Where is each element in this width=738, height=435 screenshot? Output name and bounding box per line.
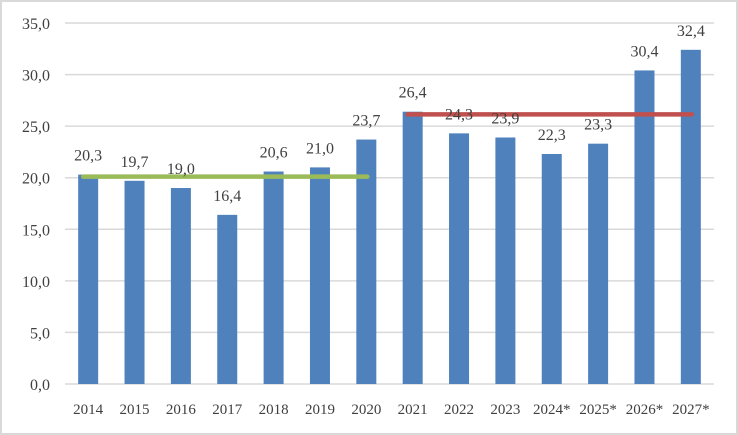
- x-tick-label: 2017: [212, 402, 243, 418]
- data-label: 19,7: [121, 154, 149, 171]
- bar-2024*: [541, 153, 562, 384]
- y-tick-label: 20,0: [22, 171, 50, 188]
- bar-2020: [356, 139, 377, 384]
- y-tick-label: 0,0: [30, 377, 50, 394]
- bar-2016: [170, 188, 191, 384]
- y-tick-label: 5,0: [30, 325, 50, 342]
- x-tick-label: 2020: [351, 402, 381, 418]
- y-tick-label: 25,0: [22, 119, 50, 136]
- data-label: 19,0: [167, 161, 195, 178]
- bar-2018: [263, 171, 284, 384]
- data-label: 20,3: [74, 148, 102, 165]
- data-label: 23,7: [352, 113, 380, 130]
- bar-2027*: [680, 49, 701, 385]
- y-tick-label: 35,0: [22, 16, 50, 33]
- data-label: 23,3: [584, 117, 612, 134]
- x-tick-label: 2025*: [579, 402, 617, 418]
- x-tick-label: 2019: [305, 402, 335, 418]
- x-tick-label: 2021: [398, 402, 428, 418]
- bar-2015: [124, 180, 145, 384]
- bar-2023: [495, 137, 516, 384]
- bar-2026*: [634, 70, 655, 385]
- bar-2021: [402, 111, 423, 385]
- data-label: 32,4: [677, 23, 705, 40]
- bar-2025*: [588, 143, 609, 384]
- bar-2022: [449, 133, 470, 384]
- x-tick-label: 2026*: [626, 402, 664, 418]
- x-tick-label: 2016: [166, 402, 197, 418]
- bar-2014: [78, 174, 99, 384]
- bar-2019: [309, 167, 330, 384]
- x-tick-label: 2023: [490, 402, 520, 418]
- data-label: 26,4: [399, 85, 427, 102]
- data-label: 24,3: [445, 106, 473, 123]
- x-tick-label: 2022: [444, 402, 474, 418]
- data-label: 23,9: [491, 110, 519, 127]
- y-tick-label: 15,0: [22, 222, 50, 239]
- x-tick-label: 2015: [120, 402, 150, 418]
- x-tick-label: 2014: [73, 402, 104, 418]
- y-tick-label: 10,0: [22, 274, 50, 291]
- data-label: 22,3: [538, 127, 566, 144]
- y-tick-label: 30,0: [22, 68, 50, 85]
- data-label: 20,6: [260, 145, 288, 162]
- data-label: 30,4: [630, 43, 658, 60]
- x-tick-label: 2027*: [672, 402, 710, 418]
- data-label: 16,4: [213, 188, 241, 205]
- data-label: 21,0: [306, 140, 334, 157]
- x-tick-label: 2024*: [533, 402, 571, 418]
- bar-2017: [217, 214, 238, 384]
- x-tick-label: 2018: [259, 402, 289, 418]
